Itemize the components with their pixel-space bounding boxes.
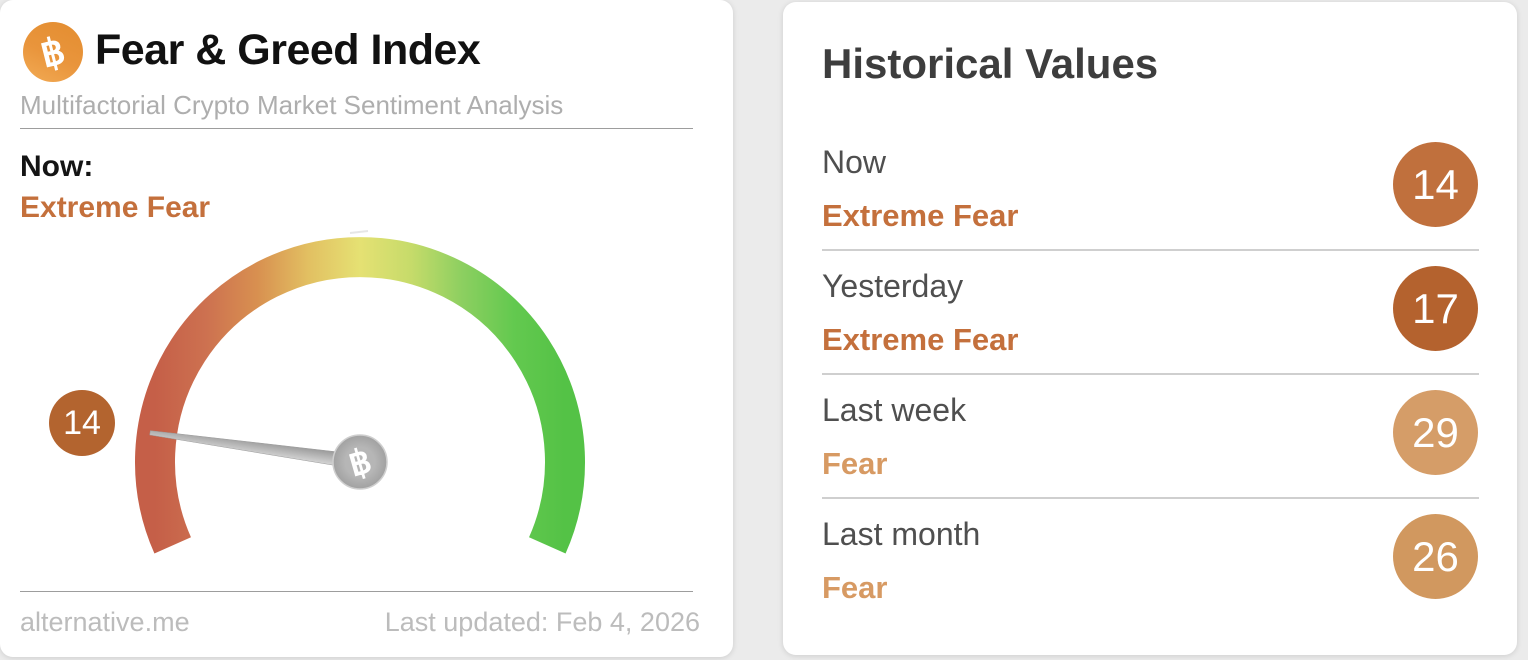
row-sentiment: Fear [822,446,888,481]
row-period: Last week [822,392,967,428]
gauge-value-badge: 14 [49,390,115,456]
gauge-top-tick [349,230,369,234]
row-value-badge: 14 [1393,142,1478,227]
fear-greed-index-card: ฿ Fear & Greed Index Multifactorial Cryp… [0,0,733,657]
widget-title: Fear & Greed Index [95,26,481,74]
footer: alternative.me Last updated: Feb 4, 2026 [20,607,700,638]
historical-values-card: Historical Values Now Extreme Fear 14 Ye… [783,2,1517,655]
widget-subtitle: Multifactorial Crypto Market Sentiment A… [20,90,564,120]
last-updated-label: Last updated: Feb 4, 2026 [384,607,700,637]
header-divider [20,128,693,129]
fear-greed-gauge: ฿ [135,230,585,554]
gauge-arc [135,237,585,554]
gauge-needle [149,430,362,470]
row-period: Yesterday [822,268,964,304]
row-period: Now [822,144,887,180]
row-sentiment: Extreme Fear [822,322,1019,357]
current-sentiment-label: Extreme Fear [20,191,211,224]
bitcoin-icon: ฿ [23,22,83,82]
row-divider [822,497,1479,499]
row-period: Last month [822,516,981,552]
row-divider [822,249,1479,251]
row-sentiment: Fear [822,570,888,605]
now-label: Now: [20,150,94,183]
historical-values-title: Historical Values [822,40,1159,87]
source-link[interactable]: alternative.me [20,607,190,637]
row-divider [822,373,1479,375]
bitcoin-glyph: ฿ [36,29,70,75]
row-sentiment: Extreme Fear [822,198,1019,233]
row-value-badge: 26 [1393,514,1478,599]
gauge-hub [332,434,388,490]
footer-divider [20,591,693,592]
row-value-badge: 17 [1393,266,1478,351]
row-value-badge: 29 [1393,390,1478,475]
